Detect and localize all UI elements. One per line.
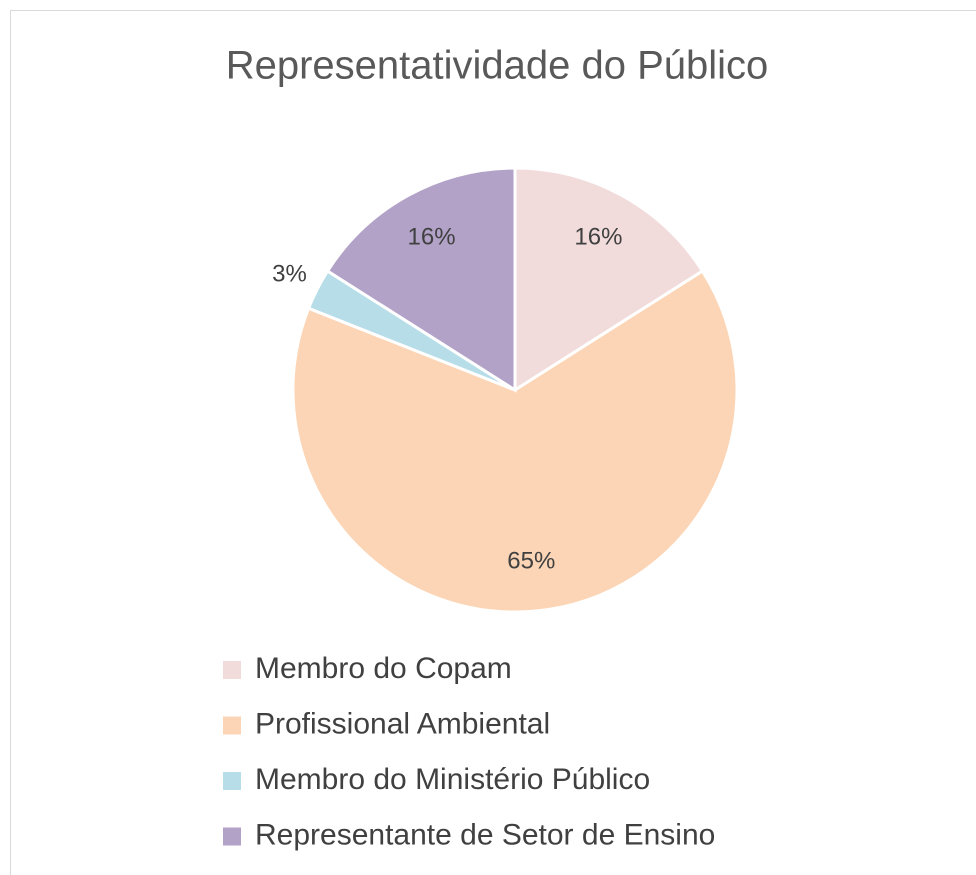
legend-label: Profissional Ambiental <box>255 707 550 740</box>
data-label: 16% <box>408 224 456 251</box>
legend-swatch <box>223 827 241 846</box>
chart-title: Representatividade do Público <box>226 44 769 88</box>
data-label: 65% <box>507 548 555 575</box>
legend-swatch <box>223 716 241 735</box>
legend-label: Membro do Copam <box>255 652 512 685</box>
data-label: 16% <box>574 224 622 251</box>
pie-slice <box>291 268 739 614</box>
legend-swatch <box>223 661 241 679</box>
legend-label: Membro do Ministério Público <box>255 763 650 796</box>
pie-slice <box>513 166 705 393</box>
legend-swatch <box>223 772 241 790</box>
pie-slice <box>325 166 517 393</box>
legend-label: Representante de Setor de Ensino <box>255 818 715 851</box>
data-label: 3% <box>272 260 307 287</box>
